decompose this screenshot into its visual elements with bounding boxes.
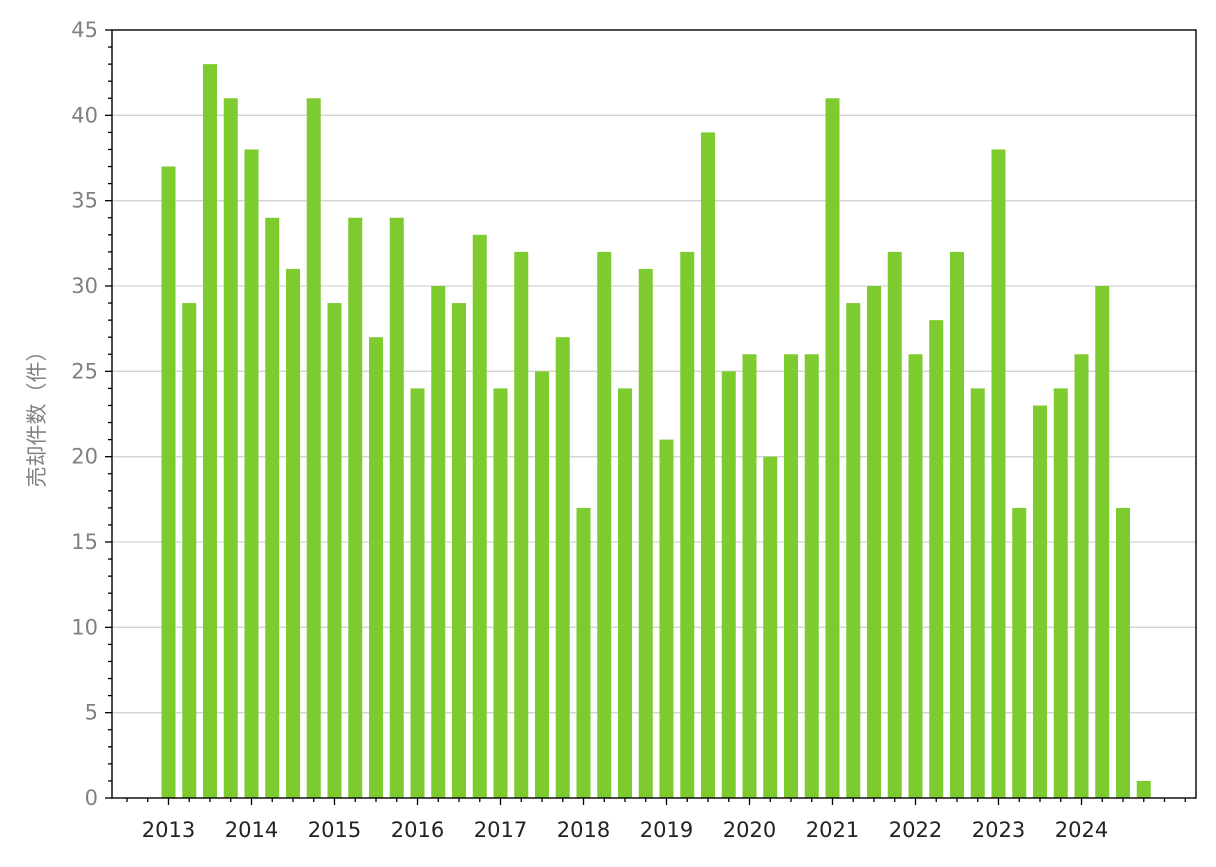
y-tick-label: 10 bbox=[71, 615, 98, 639]
bar bbox=[1012, 507, 1027, 798]
bar bbox=[659, 439, 674, 798]
bar bbox=[306, 98, 321, 799]
bar bbox=[369, 337, 383, 798]
bar bbox=[348, 217, 363, 798]
bar bbox=[846, 303, 861, 798]
bar bbox=[804, 354, 819, 798]
bars bbox=[161, 64, 1151, 799]
bar bbox=[514, 251, 529, 798]
y-tick-label: 30 bbox=[71, 274, 98, 298]
bar bbox=[1095, 286, 1110, 798]
bar bbox=[908, 354, 923, 798]
bar bbox=[1116, 507, 1130, 798]
bar bbox=[286, 268, 300, 798]
y-tick-label: 15 bbox=[71, 530, 98, 554]
x-tick-label: 2016 bbox=[391, 818, 444, 842]
bar bbox=[182, 303, 197, 798]
x-tick-label: 2020 bbox=[723, 818, 776, 842]
x-tick-label: 2017 bbox=[474, 818, 527, 842]
x-tick-label: 2014 bbox=[225, 818, 278, 842]
bar bbox=[638, 268, 653, 798]
bar bbox=[970, 388, 985, 798]
x-axis: 2013 2014 2015 2016 2017 2018 2019 2020 2021 2022… bbox=[126, 798, 1186, 842]
bar bbox=[784, 354, 798, 798]
y-tick-label: 20 bbox=[71, 445, 98, 469]
bar bbox=[327, 303, 342, 798]
bar bbox=[1033, 405, 1047, 798]
bar bbox=[597, 251, 612, 798]
y-tick-label: 40 bbox=[71, 103, 98, 127]
x-tick-label: 2023 bbox=[972, 818, 1025, 842]
bar bbox=[680, 251, 695, 798]
bar bbox=[867, 286, 881, 798]
bar bbox=[472, 234, 487, 799]
bar bbox=[950, 251, 964, 798]
y-tick-label: 0 bbox=[85, 786, 98, 810]
x-tick-label: 2024 bbox=[1055, 818, 1108, 842]
bar bbox=[203, 64, 217, 799]
y-tick-label: 5 bbox=[85, 701, 98, 725]
bar bbox=[701, 132, 715, 798]
y-tick-label: 35 bbox=[71, 189, 98, 213]
bar bbox=[887, 251, 902, 798]
x-tick-label: 2022 bbox=[889, 818, 942, 842]
bar bbox=[244, 149, 259, 798]
bar bbox=[1053, 388, 1068, 798]
bar bbox=[535, 371, 549, 798]
x-tick-label: 2015 bbox=[308, 818, 361, 842]
x-tick-label: 2019 bbox=[640, 818, 693, 842]
y-axis: 0 5 10 15 20 25 30 35 40 45 bbox=[71, 18, 112, 810]
bar bbox=[618, 388, 632, 798]
bar bbox=[161, 166, 176, 799]
bar bbox=[410, 388, 425, 798]
x-tick-label: 2013 bbox=[142, 818, 195, 842]
bar bbox=[493, 388, 508, 798]
bar bbox=[431, 286, 446, 798]
bar bbox=[763, 456, 778, 798]
bar bbox=[825, 98, 840, 799]
bar bbox=[576, 507, 591, 798]
bar bbox=[389, 217, 404, 798]
x-tick-label: 2021 bbox=[806, 818, 859, 842]
bar bbox=[721, 371, 736, 798]
y-axis-label: 売却件数（件） bbox=[25, 341, 49, 488]
bar bbox=[929, 320, 944, 798]
bar bbox=[742, 354, 757, 798]
y-tick-label: 25 bbox=[71, 359, 98, 383]
bar bbox=[991, 149, 1006, 798]
plot-frame bbox=[111, 29, 1197, 799]
bar bbox=[1136, 780, 1151, 798]
y-tick-label: 45 bbox=[71, 18, 98, 42]
bar bbox=[555, 337, 570, 798]
bar bbox=[223, 98, 238, 799]
x-tick-label: 2018 bbox=[557, 818, 610, 842]
bar bbox=[452, 303, 466, 798]
bar bbox=[1074, 354, 1089, 798]
bar bbox=[265, 217, 280, 798]
